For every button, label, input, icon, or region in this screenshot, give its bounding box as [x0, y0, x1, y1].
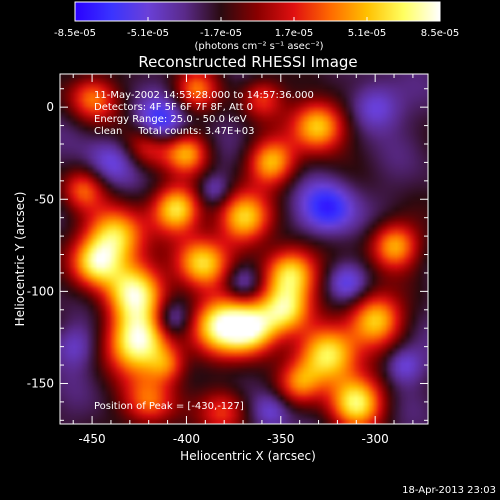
x-axis-label: Heliocentric X (arcsec)	[180, 449, 316, 463]
peak-position-label: Position of Peak = [-430,-127]	[94, 401, 244, 412]
timestamp: 18-Apr-2013 23:03	[402, 485, 496, 496]
y-tick-label: -100	[27, 284, 54, 298]
axis-ticks: -450 -400 -350 -300 0 -50 -100 -150	[27, 74, 428, 446]
colorbar-tick-label: -1.7e-05	[200, 28, 242, 39]
annotations: 11-May-2002 14:53:28.000 to 14:57:36.000…	[94, 90, 314, 412]
x-tick-label: -400	[173, 432, 200, 446]
x-tick-label: -450	[78, 432, 105, 446]
colorbar: -8.5e-05 -5.1e-05 -1.7e-05 1.7e-05 5.1e-05 8.…	[54, 1, 459, 52]
y-tick-label: -50	[34, 192, 54, 206]
colorbar-tick-label: 5.1e-05	[348, 28, 386, 39]
colorbar-ticks: -8.5e-05 -5.1e-05 -1.7e-05 1.7e-05 5.1e-05 8.…	[54, 17, 459, 39]
annotation-line-counts: Clean Total counts: 3.47E+03	[94, 126, 254, 137]
y-tick-label: 0	[46, 100, 54, 114]
y-axis-label: Heliocentric Y (arcsec)	[13, 192, 27, 327]
reconstructed-map	[60, 74, 428, 424]
image-area	[60, 74, 428, 424]
x-tick-label: -350	[267, 432, 294, 446]
colorbar-tick-label: -8.5e-05	[54, 28, 96, 39]
colorbar-tick-label: 8.5e-05	[421, 28, 459, 39]
colorbar-tick-label: -5.1e-05	[127, 28, 169, 39]
y-tick-label: -150	[27, 376, 54, 390]
annotation-line-time: 11-May-2002 14:53:28.000 to 14:57:36.000	[94, 90, 314, 101]
plot-title: Reconstructed RHESSI Image	[138, 53, 357, 71]
colorbar-gradient	[74, 1, 441, 22]
plot-frame	[59, 73, 429, 425]
colorbar-units-label: (photons cm⁻² s⁻¹ asec⁻²)	[194, 41, 323, 52]
annotation-line-detectors: Detectors: 4F 5F 6F 7F 8F, Att 0	[94, 102, 253, 113]
x-tick-label: -300	[362, 432, 389, 446]
annotation-line-energy: Energy Range: 25.0 - 50.0 keV	[94, 114, 247, 125]
colorbar-tick-label: 1.7e-05	[275, 28, 313, 39]
